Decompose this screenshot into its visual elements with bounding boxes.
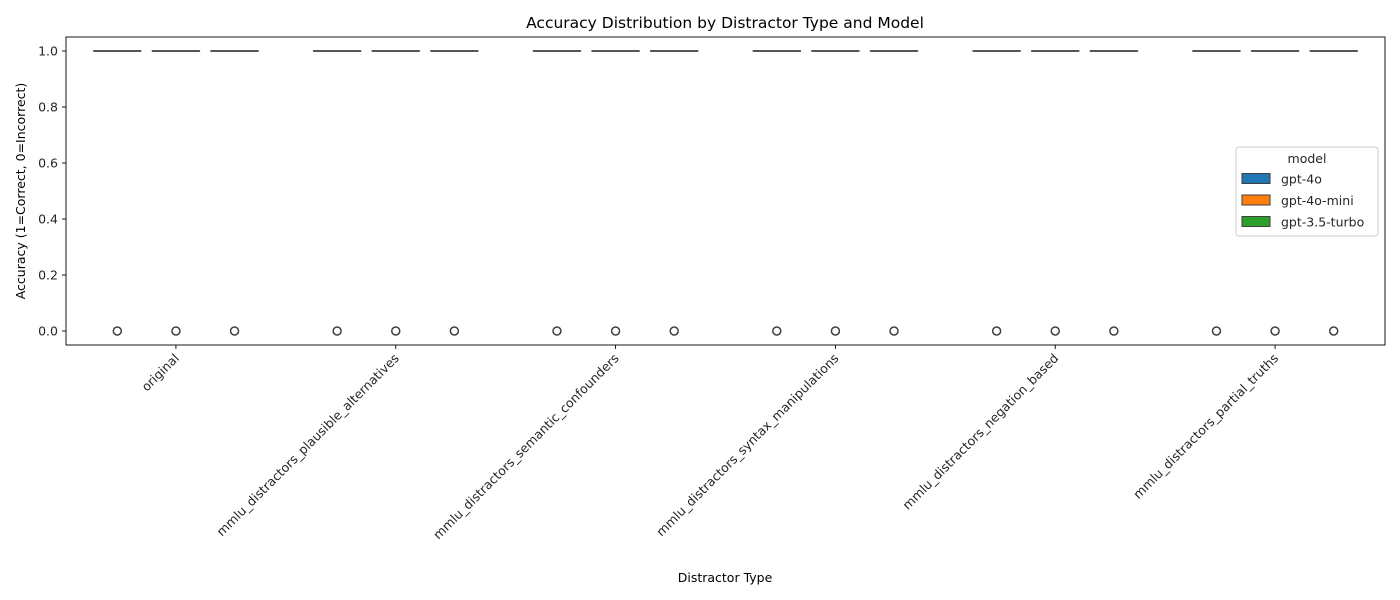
y-tick-label: 0.2: [38, 268, 58, 283]
chart-title: Accuracy Distribution by Distractor Type…: [526, 14, 924, 32]
outlier-point: [171, 326, 181, 336]
box-gpt-3.5-turbo-4: [1089, 50, 1139, 336]
legend-swatch-gpt-3.5-turbo: [1241, 216, 1271, 227]
box-gpt-4o-mini-4: [1031, 50, 1080, 336]
box-gpt-3.5-turbo-0: [210, 50, 259, 336]
outlier-point: [669, 326, 679, 336]
box-gpt-4o-mini-5: [1250, 50, 1300, 336]
outlier-point: [391, 326, 401, 336]
y-tick-label: 0.4: [38, 212, 58, 227]
outlier-point: [1211, 326, 1222, 336]
box-gpt-4o-4: [972, 50, 1021, 336]
y-tick-label: 1.0: [38, 44, 58, 59]
outlier-point: [610, 326, 621, 336]
box-gpt-4o-5: [1192, 50, 1241, 336]
y-tick-label: 0.6: [38, 156, 58, 171]
outlier-point: [1328, 326, 1339, 336]
outlier-point: [112, 326, 123, 336]
box-gpt-4o-mini-2: [591, 50, 640, 336]
legend-swatch-gpt-4o-mini: [1241, 194, 1271, 206]
outlier-point: [830, 326, 841, 336]
plot-frame: [65, 36, 1386, 346]
legend: model gpt-4o gpt-4o-mini gpt-3.5-turbo: [1235, 146, 1379, 237]
legend-label-gpt-3.5-turbo: gpt-3.5-turbo: [1281, 215, 1364, 230]
box-gpt-3.5-turbo-1: [430, 50, 479, 336]
legend-label-gpt-4o-mini: gpt-4o-mini: [1281, 193, 1354, 208]
outlier-point: [229, 326, 240, 336]
box-gpt-4o-mini-3: [811, 50, 860, 336]
outlier-point: [991, 326, 1002, 336]
box-gpt-3.5-turbo-5: [1309, 50, 1358, 336]
box-gpt-4o-0: [93, 50, 142, 336]
outlier-point: [449, 326, 460, 336]
box-gpt-4o-mini-0: [151, 50, 201, 336]
y-tick-label: 0.8: [38, 100, 58, 115]
outlier-point: [1050, 326, 1060, 336]
box-gpt-3.5-turbo-2: [650, 50, 699, 336]
box-gpt-4o-3: [752, 50, 801, 336]
box-gpt-4o-mini-1: [371, 50, 420, 336]
y-axis-label: Accuracy (1=Correct, 0=Incorrect): [13, 83, 28, 300]
legend-swatch-gpt-4o: [1241, 173, 1271, 184]
outlier-point: [332, 326, 342, 336]
outlier-point: [1109, 326, 1119, 336]
outlier-point: [552, 326, 562, 336]
box-gpt-4o-2: [532, 50, 582, 336]
box-gpt-3.5-turbo-3: [869, 50, 919, 336]
outlier-point: [772, 326, 782, 336]
y-tick-label: 0.0: [38, 324, 58, 339]
legend-label-gpt-4o: gpt-4o: [1281, 172, 1322, 187]
y-axis: 0.0 0.2 0.4 0.6 0.8 1.0: [38, 44, 66, 339]
outlier-point: [1270, 326, 1280, 336]
box-gpt-4o-1: [312, 50, 362, 336]
legend-title: model: [1288, 151, 1327, 166]
x-axis-label: Distractor Type: [678, 570, 773, 585]
plot-area: [93, 50, 1358, 336]
legend-frame: [1235, 146, 1379, 237]
outlier-point: [889, 326, 899, 336]
